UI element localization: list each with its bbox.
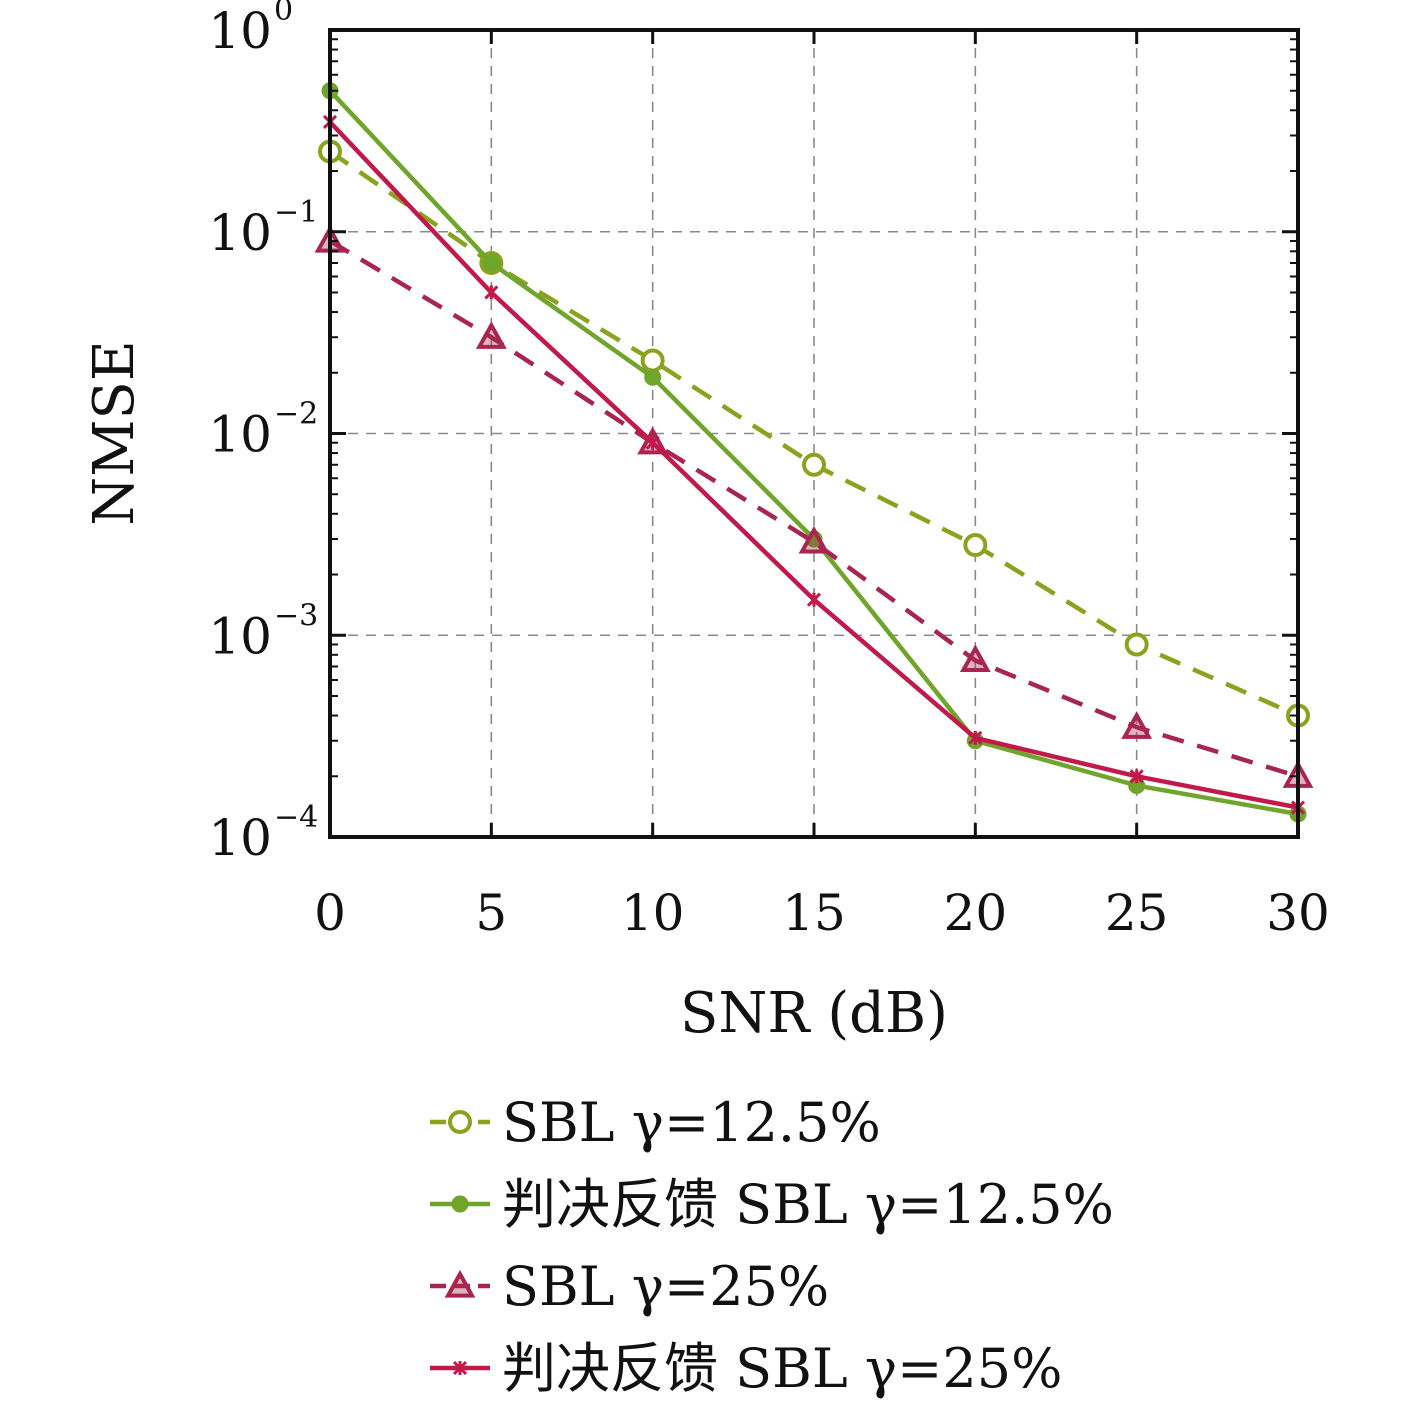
data-point xyxy=(1129,769,1144,784)
series-3 xyxy=(314,224,1314,788)
data-point xyxy=(640,348,665,373)
legend-marker xyxy=(452,1360,468,1376)
legend-label: 判决反馈 SBL γ=25% xyxy=(502,1337,1062,1400)
x-tick-label: 15 xyxy=(782,884,846,942)
legend-item: 判决反馈 SBL γ=12.5% xyxy=(430,1173,1114,1236)
data-point xyxy=(484,285,499,300)
legend-label: SBL γ=25% xyxy=(502,1255,829,1318)
y-tick-label: 10 xyxy=(208,607,272,665)
legend-item: SBL γ=12.5% xyxy=(430,1091,881,1154)
y-axis-title: NMSE xyxy=(82,340,147,526)
x-tick-label: 0 xyxy=(314,884,346,942)
data-point xyxy=(806,592,822,607)
y-tick-exponent: −4 xyxy=(274,800,318,835)
y-tick-exponent: −3 xyxy=(274,598,318,633)
y-tick-exponent: −2 xyxy=(274,397,318,432)
y-tick-label: 10 xyxy=(208,2,272,60)
y-tick-exponent: −1 xyxy=(274,195,318,230)
data-point xyxy=(475,321,507,349)
data-point xyxy=(1124,632,1149,657)
y-tick-exponent: 0 xyxy=(274,0,293,28)
legend-label: SBL γ=12.5% xyxy=(502,1091,881,1154)
x-tick-label: 25 xyxy=(1105,884,1169,942)
y-tick-label: 10 xyxy=(208,406,272,464)
x-axis-title: SNR (dB) xyxy=(680,981,948,1046)
legend-marker xyxy=(448,1110,472,1134)
legend-marker xyxy=(451,1195,469,1213)
data-point xyxy=(968,730,983,745)
data-point xyxy=(959,644,991,673)
data-point xyxy=(645,435,660,450)
x-tick-label: 10 xyxy=(621,884,685,942)
series-line xyxy=(328,239,1299,779)
data-point xyxy=(963,533,988,558)
data-point xyxy=(1121,711,1153,739)
data-point xyxy=(798,525,830,554)
legend: SBL γ=12.5% 判决反馈 SBL γ=12.5% SBL γ=25% 判决反馈… xyxy=(430,1091,1114,1400)
data-point xyxy=(482,254,500,272)
legend-label: 判决反馈 SBL γ=12.5% xyxy=(502,1173,1114,1236)
x-tick-label: 5 xyxy=(475,884,507,942)
y-tick-label: 10 xyxy=(208,204,272,262)
y-tick-label: 10 xyxy=(208,809,272,867)
legend-item: SBL γ=25% xyxy=(430,1255,829,1318)
legend-marker xyxy=(444,1269,476,1298)
data-point xyxy=(644,368,662,386)
x-tick-label: 20 xyxy=(944,884,1008,942)
legend-item: 判决反馈 SBL γ=25% xyxy=(430,1337,1062,1400)
data-point xyxy=(802,452,826,477)
x-tick-label: 30 xyxy=(1266,884,1330,942)
